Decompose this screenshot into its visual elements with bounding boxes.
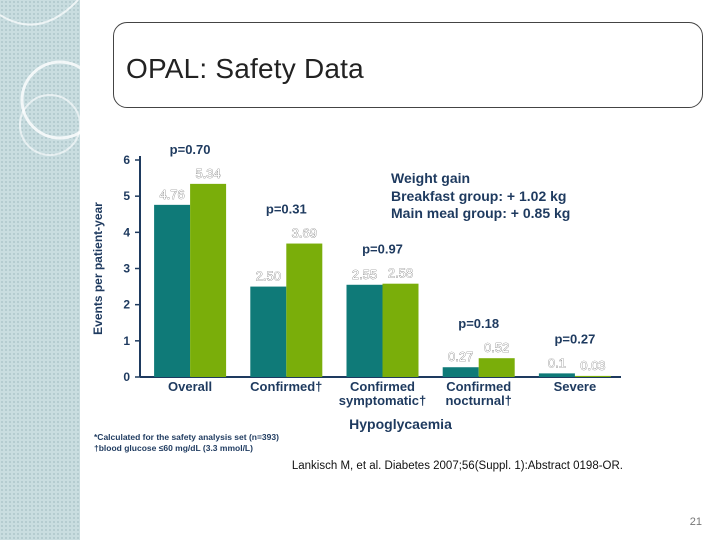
bar-value-label: 2.50 (256, 269, 281, 284)
bar-value-label: 0.1 (548, 355, 566, 370)
decorative-side-strip (0, 0, 80, 540)
y-tick-label: 2 (123, 298, 130, 312)
category-label: symptomatic† (339, 393, 426, 408)
bar (154, 204, 191, 377)
page-number: 21 (689, 516, 702, 528)
bar (478, 358, 515, 377)
bar-value-label: 3.69 (292, 226, 317, 241)
p-value-label: p=0.97 (362, 242, 403, 257)
bar (286, 243, 323, 377)
annotation-line: Breakfast group: + 1.02 kg (391, 188, 566, 204)
bar (382, 283, 419, 377)
bar-value-label: 5.34 (195, 166, 220, 181)
bar (574, 375, 611, 377)
bar-value-label: 2.55 (352, 267, 377, 282)
bar (346, 284, 383, 377)
annotation-line: Main meal group: + 0.85 kg (391, 205, 570, 221)
category-label: Confirmed† (250, 379, 322, 394)
citation: Lankisch M, et al. Diabetes 2007;56(Supp… (292, 460, 623, 472)
footnote: †blood glucose ≤60 mg/dL (3.3 mmol/L) (94, 443, 253, 453)
footnote: *Calculated for the safety analysis set … (94, 432, 279, 442)
category-label: Overall (168, 379, 212, 394)
y-tick-label: 4 (123, 225, 130, 239)
p-value-label: p=0.70 (170, 142, 211, 157)
category-label: nocturnal† (445, 393, 511, 408)
bar-value-label: 2.58 (388, 266, 413, 281)
bar-value-label: 0.52 (484, 340, 509, 355)
title-box: OPAL: Safety Data (113, 22, 703, 108)
decorative-circles (0, 0, 80, 156)
chart-image: 0 1 2 3 4 5 6 Events per patient-year 4.76 5.34 p=… (88, 126, 633, 486)
y-tick-label: 3 (123, 262, 130, 276)
category-label: Severe (554, 379, 597, 394)
bar-value-label: 0.03 (580, 358, 605, 373)
bar (190, 183, 227, 377)
category-label: Confirmed (446, 379, 511, 394)
p-value-label: p=0.31 (266, 202, 307, 217)
y-tick-label: 6 (123, 153, 130, 167)
bar-value-label: 4.76 (159, 187, 184, 202)
y-axis-label: Events per patient-year (91, 202, 105, 335)
bar-chart: 0 1 2 3 4 5 6 Events per patient-year 4.76 5.34 p=… (88, 126, 633, 486)
bar-value-label: 0.27 (448, 349, 473, 364)
slide-title: OPAL: Safety Data (126, 53, 364, 84)
bar (250, 286, 287, 377)
y-tick-label: 1 (123, 334, 130, 348)
p-value-label: p=0.27 (554, 331, 595, 346)
y-tick-label: 5 (123, 189, 130, 203)
p-value-label: p=0.18 (458, 316, 499, 331)
x-axis-label: Hypoglycaemia (349, 416, 452, 432)
bar (538, 373, 575, 377)
y-tick-label: 0 (123, 370, 130, 384)
category-label: Confirmed (350, 379, 415, 394)
annotation-heading: Weight gain (391, 170, 470, 186)
bar (442, 367, 479, 377)
